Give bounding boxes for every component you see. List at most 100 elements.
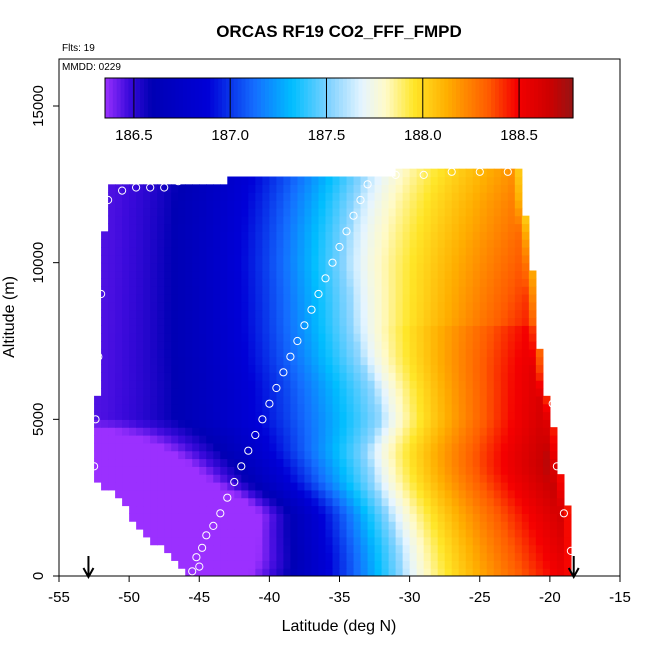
heatmap-cell	[178, 223, 186, 232]
heatmap-cell	[514, 309, 523, 319]
heatmap-cell	[493, 560, 502, 569]
heatmap-cell	[220, 333, 228, 342]
heatmap-cell	[465, 301, 474, 311]
heatmap-cell	[150, 301, 158, 311]
heatmap-cell	[430, 215, 439, 225]
heatmap-cell	[297, 403, 306, 413]
heatmap-cell	[248, 372, 256, 381]
heatmap-cell	[241, 403, 249, 413]
heatmap-cell	[178, 482, 186, 491]
colorbar-segment	[300, 78, 305, 118]
heatmap-cell	[472, 309, 481, 319]
heatmap-cell	[255, 301, 263, 311]
heatmap-cell	[199, 192, 207, 201]
heatmap-cell	[339, 270, 348, 279]
heatmap-cell	[101, 395, 109, 405]
heatmap-cell	[220, 505, 228, 514]
heatmap-cell	[479, 207, 488, 217]
heatmap-cell	[451, 239, 460, 248]
heatmap-cell	[129, 372, 137, 381]
heatmap-cell	[416, 223, 425, 232]
heatmap-cell	[269, 262, 277, 272]
heatmap-cell	[451, 536, 460, 546]
heatmap-cell	[423, 489, 432, 499]
heatmap-cell	[129, 215, 137, 225]
heatmap-cell	[136, 286, 144, 295]
heatmap-cell	[458, 435, 467, 444]
heatmap-cell	[269, 341, 277, 350]
heatmap-cell	[283, 474, 292, 483]
heatmap-cell	[388, 568, 397, 576]
heatmap-cell	[388, 223, 397, 232]
heatmap-cell	[521, 270, 530, 279]
heatmap-cell	[318, 395, 327, 405]
heatmap-cell	[276, 489, 284, 499]
heatmap-cell	[164, 262, 172, 272]
heatmap-cell	[311, 513, 320, 522]
heatmap-cell	[304, 356, 313, 366]
heatmap-cell	[157, 388, 165, 397]
heatmap-cell	[409, 356, 418, 366]
heatmap-cell	[409, 544, 418, 554]
heatmap-cell	[479, 435, 488, 444]
heatmap-cell	[465, 184, 474, 193]
heatmap-cell	[241, 223, 249, 232]
heatmap-cell	[395, 536, 404, 546]
heatmap-cell	[528, 544, 537, 554]
heatmap-cell	[346, 309, 355, 319]
heatmap-cell	[213, 192, 221, 201]
heatmap-cell	[451, 560, 460, 569]
heatmap-cell	[444, 536, 453, 546]
heatmap-cell	[311, 223, 320, 232]
heatmap-cell	[220, 286, 228, 295]
heatmap-cell	[472, 333, 481, 342]
heatmap-cell	[521, 286, 530, 295]
heatmap-cell	[465, 254, 474, 264]
heatmap-cell	[353, 184, 362, 193]
heatmap-cell	[416, 325, 425, 334]
heatmap-cell	[248, 325, 256, 334]
heatmap-cell	[283, 388, 292, 397]
heatmap-cell	[248, 521, 256, 530]
heatmap-cell	[409, 231, 418, 240]
heatmap-cell	[388, 536, 397, 546]
heatmap-cell	[479, 458, 488, 467]
heatmap-cell	[360, 325, 369, 334]
heatmap-cell	[318, 176, 327, 185]
heatmap-cell	[318, 309, 327, 319]
heatmap-cell	[129, 380, 137, 389]
heatmap-cell	[283, 450, 292, 460]
heatmap-cell	[311, 419, 320, 428]
heatmap-cell	[353, 466, 362, 475]
heatmap-cell	[535, 552, 544, 561]
heatmap-cell	[437, 450, 446, 460]
heatmap-cell	[283, 301, 292, 311]
heatmap-cell	[472, 568, 481, 576]
heatmap-cell	[122, 207, 130, 217]
heatmap-cell	[269, 270, 277, 279]
heatmap-cell	[556, 560, 565, 569]
heatmap-cell	[227, 521, 235, 530]
heatmap-cell	[150, 411, 158, 420]
heatmap-cell	[542, 482, 551, 491]
heatmap-cell	[493, 536, 502, 546]
heatmap-cell	[416, 270, 425, 279]
heatmap-cell	[192, 254, 200, 264]
heatmap-cell	[241, 427, 249, 436]
heatmap-cell	[430, 497, 439, 507]
heatmap-cell	[115, 231, 123, 240]
heatmap-cell	[276, 513, 284, 522]
heatmap-cell	[157, 364, 165, 373]
heatmap-cell	[185, 395, 193, 405]
heatmap-cell	[269, 254, 277, 264]
heatmap-cell	[269, 388, 277, 397]
heatmap-cell	[227, 474, 235, 483]
heatmap-cell	[234, 348, 242, 358]
heatmap-cell	[360, 301, 369, 311]
heatmap-cell	[423, 301, 432, 311]
heatmap-cell	[472, 286, 481, 295]
heatmap-cell	[171, 348, 179, 358]
heatmap-cell	[227, 247, 235, 256]
heatmap-cell	[283, 435, 292, 444]
heatmap-cell	[395, 560, 404, 569]
